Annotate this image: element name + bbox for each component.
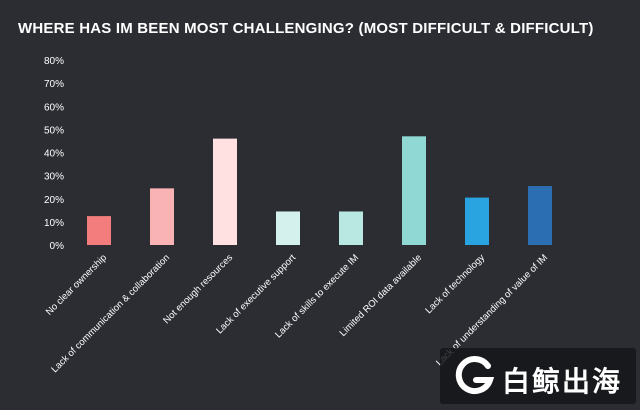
y-tick-label: 0% xyxy=(50,241,65,252)
y-tick-label: 60% xyxy=(44,102,64,113)
x-tick-label: Lack of technology xyxy=(423,252,487,316)
bars xyxy=(87,136,552,245)
x-tick-label: Lack of communication & collaboration xyxy=(49,252,172,375)
x-tick-label: No clear ownership xyxy=(44,252,109,317)
bar xyxy=(402,136,426,245)
y-tick-label: 20% xyxy=(44,195,64,206)
y-tick-label: 30% xyxy=(44,172,64,183)
x-tick-label: Not enough resources xyxy=(161,252,235,326)
y-tick-label: 40% xyxy=(44,149,64,160)
bar xyxy=(213,138,237,245)
bar xyxy=(528,186,552,245)
y-tick-label: 50% xyxy=(44,125,64,136)
whale-g-logo-icon xyxy=(455,356,495,395)
bar xyxy=(276,211,300,245)
y-tick-label: 10% xyxy=(44,218,64,229)
bar xyxy=(465,197,489,245)
y-axis-ticks: 0% 10% 20% 30% 40% 50% 60% 70% 80% xyxy=(44,56,64,252)
bar xyxy=(339,211,363,245)
bar xyxy=(87,216,111,245)
bar xyxy=(150,188,174,245)
watermark-text: 白鲸出海 xyxy=(502,365,623,398)
chart-title: WHERE HAS IM BEEN MOST CHALLENGING? (MOS… xyxy=(18,20,594,37)
y-tick-label: 80% xyxy=(44,56,64,67)
y-tick-label: 70% xyxy=(44,79,64,90)
